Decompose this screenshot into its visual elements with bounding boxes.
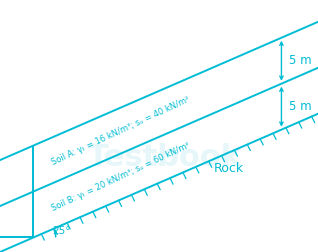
Text: 5 m: 5 m bbox=[289, 54, 312, 67]
Text: Soil B: γₜ = 20 kN/m³; sᵤ = 60 kN/m²: Soil B: γₜ = 20 kN/m³; sᵤ = 60 kN/m² bbox=[50, 140, 191, 213]
Text: 25°: 25° bbox=[52, 226, 71, 236]
Text: Testbook: Testbook bbox=[88, 143, 242, 172]
Text: Soil A: γₜ = 16 kN/m³; sᵤ = 40 kN/m²: Soil A: γₜ = 16 kN/m³; sᵤ = 40 kN/m² bbox=[50, 94, 191, 167]
Text: 5 m: 5 m bbox=[289, 100, 312, 113]
Text: Rock: Rock bbox=[214, 162, 244, 175]
